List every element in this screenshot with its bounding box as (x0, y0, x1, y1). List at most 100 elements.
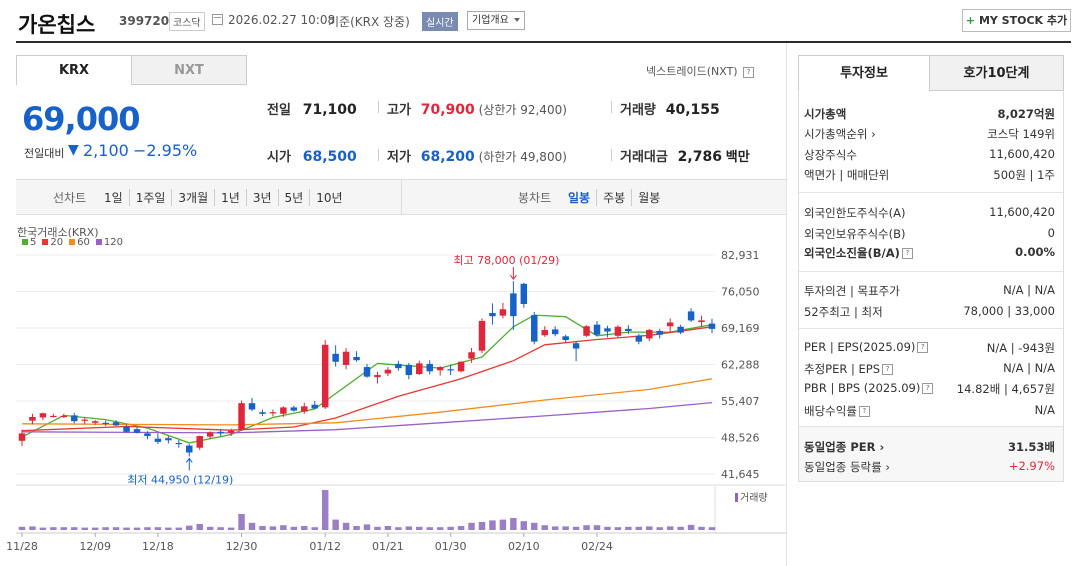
info-row-market-cap-rank[interactable]: 시가총액순위 › 코스닥 149위 (804, 126, 1055, 142)
industry-change-value: +2.97% (1008, 459, 1055, 473)
info-row-listed-shares: 상장주식수 11,600,420 (804, 147, 1055, 163)
candle (332, 353, 339, 362)
candle-chart-label[interactable]: 봉차트 (518, 191, 552, 205)
candle-daily[interactable]: 일봉 (568, 191, 591, 205)
chart-source: 한국거래소(KRX) (17, 226, 99, 239)
company-info-label: 기업개요 (472, 15, 509, 26)
candle (666, 322, 674, 327)
info-row-opinion: 투자의견 | 목표주가 N/A | N/A (804, 283, 1055, 299)
period-1d[interactable]: 1일 (104, 191, 123, 205)
help-icon[interactable]: ? (922, 383, 934, 394)
tab-krx[interactable]: KRX (16, 55, 132, 85)
my-stock-add-button[interactable]: + MY STOCK 추가 (962, 9, 1071, 32)
candle (175, 442, 183, 445)
ma120-legend: 120 (95, 237, 123, 248)
tab-orderbook[interactable]: 호가10단계 (929, 55, 1064, 91)
info-row-industry-bg (799, 427, 1063, 481)
candle (280, 407, 287, 414)
volume-bar (572, 526, 580, 530)
tab-nxt[interactable]: NXT (131, 55, 247, 85)
period-3m[interactable]: 3개월 (171, 189, 214, 206)
candle (416, 363, 423, 374)
est-per-value: N/A | N/A (1003, 361, 1055, 375)
candle (457, 361, 465, 372)
volume-bar (593, 525, 601, 530)
pbr-value: 14.82배 | 4,657원 (956, 382, 1055, 396)
volume-bar (363, 524, 371, 530)
help-icon[interactable]: ? (901, 248, 913, 259)
info-row-dividend: 배당수익률? N/A (804, 403, 1055, 419)
candle (269, 412, 277, 414)
foreign-holding-label: 외국인보유주식수(B) (804, 227, 906, 241)
volume-bar (614, 527, 622, 530)
info-panel-body (798, 90, 1064, 482)
volume-bar (39, 527, 47, 530)
period-3y[interactable]: 3년 (245, 189, 278, 206)
par-value-label: 액면가 | 매매단위 (804, 168, 890, 182)
info-row-par-value: 액면가 | 매매단위 500원 | 1주 (804, 167, 1055, 183)
volume-bar (489, 520, 496, 530)
ma120-label: 120 (103, 237, 123, 248)
ma120-swatch (95, 239, 102, 245)
volume-bar (50, 527, 57, 530)
volume-bar (374, 526, 381, 530)
candle (625, 328, 632, 332)
volume-bar (687, 524, 695, 530)
period-10y[interactable]: 10년 (309, 189, 348, 206)
tab-invest-info-label: 투자정보 (840, 66, 888, 81)
tab-orderbook-label: 호가10단계 (963, 66, 1030, 81)
candle (593, 324, 601, 335)
volume-bar (321, 490, 329, 530)
x-axis-ticks: 11/28 12/09 12/18 12/30 01/12 01/21 01/30 02/10… (6, 533, 613, 553)
volume-bar (133, 527, 141, 530)
trade-value-unit: 백만 (725, 150, 750, 165)
help-icon[interactable]: ? (858, 406, 870, 417)
volume-bar (332, 519, 339, 530)
quote-value: 거래대금 2,786 백만 (620, 146, 750, 165)
candle (112, 422, 120, 426)
candle-monthly[interactable]: 월봉 (631, 189, 666, 206)
candle-weekly[interactable]: 주봉 (596, 189, 631, 206)
realtime-badge[interactable]: 실시간 (422, 12, 458, 31)
info-row-industry-per[interactable]: 동일업종 PER › 31.53배 (804, 439, 1055, 455)
dropdown-arrow-icon (514, 18, 520, 22)
tab-invest-info[interactable]: 투자정보 (798, 55, 930, 91)
candle (646, 329, 653, 339)
candle-period-tabs: 일봉 주봉 월봉 (562, 189, 666, 206)
price-chart[interactable]: 82,931 76,050 69,169 62,288 55,407 48,526 41,6… (0, 0, 790, 566)
ma20-swatch (42, 239, 49, 245)
volume-bar (625, 526, 632, 530)
nextrade-link[interactable]: 넥스트레이드(NXT) ? (646, 63, 755, 79)
candle (635, 335, 643, 342)
change-label: 전일대비 (24, 147, 65, 160)
low-arrow-icon (185, 457, 193, 463)
candle (520, 283, 528, 304)
chart-grid (16, 254, 786, 534)
volume-bar (175, 527, 183, 530)
company-info-dropdown[interactable]: 기업개요 (467, 11, 525, 30)
x-tick-label: 12/18 (142, 540, 174, 553)
candle (562, 336, 569, 341)
line-chart-label[interactable]: 선차트 (53, 191, 87, 205)
current-price: 69,000 (22, 100, 140, 138)
info-row-foreign-holding: 외국인보유주식수(B) 0 (804, 226, 1055, 242)
volume-bar (677, 526, 684, 530)
candle (165, 438, 172, 441)
candle (583, 326, 590, 336)
calendar-icon (212, 14, 223, 25)
open-value: 68,500 (302, 149, 357, 165)
period-1y[interactable]: 1년 (214, 189, 246, 206)
info-row-industry-change[interactable]: 동일업종 등락률 › +2.97% (804, 459, 1055, 475)
volume-bar (123, 527, 130, 530)
candle (18, 433, 26, 441)
help-icon[interactable]: ? (882, 364, 894, 375)
high-arrow-icon (509, 274, 517, 280)
header-divider (16, 41, 1071, 43)
period-5y[interactable]: 5년 (277, 189, 310, 206)
period-1w[interactable]: 1주일 (128, 189, 172, 206)
candle (217, 431, 224, 434)
candle (102, 422, 109, 424)
help-icon[interactable]: ? (917, 342, 929, 353)
volume-bar (206, 526, 214, 530)
opinion-label: 투자의견 | 목표주가 (804, 284, 900, 298)
